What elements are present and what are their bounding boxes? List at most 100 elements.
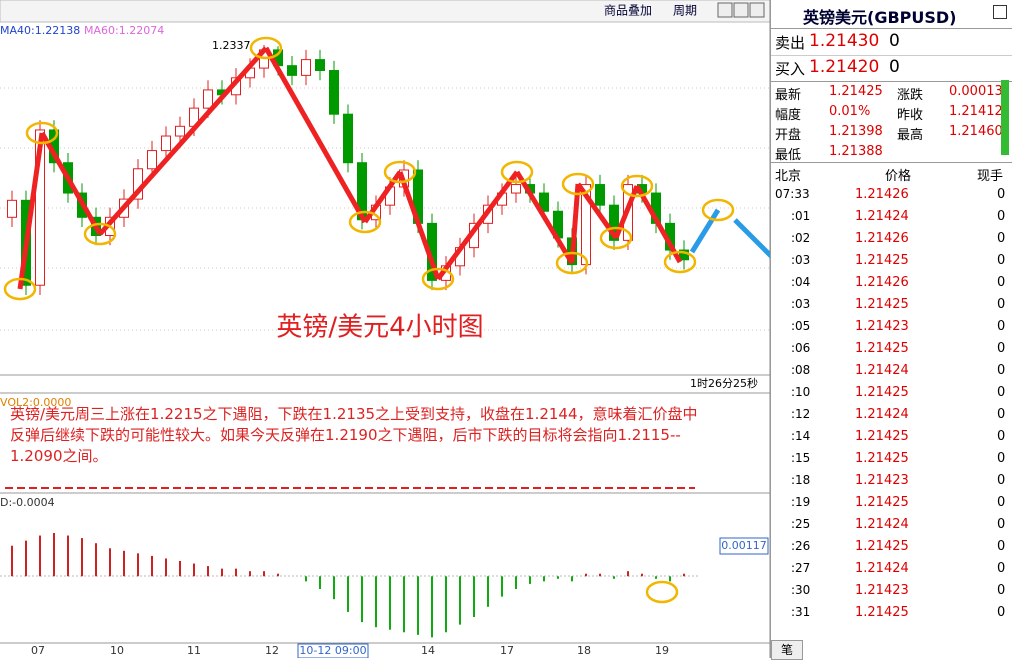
tick-vol: 0 [997, 495, 1006, 510]
buy-label: 买入 [775, 60, 806, 78]
tick-price: 1.21424 [855, 363, 909, 378]
tick-time: :08 [791, 363, 811, 377]
value-box-text: 0.00117 [721, 539, 767, 552]
nav-button[interactable] [749, 2, 765, 18]
tick-price: 1.21425 [855, 451, 909, 466]
scroll-indicator [1001, 80, 1009, 155]
ma60-label: MA60:1.22074 [84, 24, 164, 37]
stat-value: 1.21412 [949, 104, 1003, 119]
tick-time: :25 [791, 517, 811, 531]
tick-price: 1.21424 [855, 517, 909, 532]
sell-price: 1.21430 [809, 31, 880, 51]
tick-price: 1.21424 [855, 407, 909, 422]
tick-vol: 0 [997, 363, 1006, 378]
tick-vol: 0 [997, 253, 1006, 268]
tick-price: 1.21423 [855, 583, 909, 598]
candle-body [301, 59, 311, 76]
tick-price: 1.21424 [855, 209, 909, 224]
candle-body [539, 192, 549, 212]
trend-arrow [435, 170, 520, 281]
highlight-circle [555, 251, 589, 275]
stat-value: 1.21398 [829, 124, 883, 139]
tick-price: 1.21426 [855, 275, 909, 290]
highlight-circle [3, 277, 37, 301]
tick-time: :05 [791, 319, 811, 333]
stat-value: 1.21460 [949, 124, 1003, 139]
stat-label: 幅度 [775, 108, 802, 123]
candle-body [35, 129, 45, 286]
x-tick-label: 10 [110, 644, 124, 657]
x-tick-label: 17 [500, 644, 514, 657]
highlight-circle [663, 250, 697, 274]
tick-vol: 0 [997, 187, 1006, 202]
nav-button[interactable] [733, 2, 749, 18]
x-tick-label: 07 [31, 644, 45, 657]
tick-vol: 0 [997, 561, 1006, 576]
highlight-circle [500, 160, 534, 184]
tick-price: 1.21425 [855, 385, 909, 400]
tick-vol: 0 [997, 385, 1006, 400]
candle-body [175, 125, 185, 137]
candle-body [147, 150, 157, 170]
trend-arrow [39, 131, 103, 236]
tick-time: :18 [791, 473, 811, 487]
window-button[interactable] [993, 5, 1007, 19]
tick-time: :31 [791, 605, 811, 619]
tick-vol: 0 [997, 473, 1006, 488]
tick-time: :27 [791, 561, 811, 575]
tick-time: :10 [791, 385, 811, 399]
stat-value: 0.00013 [949, 84, 1003, 99]
quote-panel: 英镑美元(GBPUSD) 卖出 1.21430 0 买入 1.21420 0 最… [770, 0, 1012, 660]
stat-value: 1.21425 [829, 84, 883, 99]
tick-time: :04 [791, 275, 811, 289]
tick-time: :19 [791, 495, 811, 509]
tick-vol: 0 [997, 341, 1006, 356]
highlight-circle [620, 174, 654, 198]
tick-time: :15 [791, 451, 811, 465]
tick-price: 1.21425 [855, 341, 909, 356]
nav-button[interactable] [717, 2, 733, 18]
trend-arrow [98, 46, 268, 236]
stat-label: 最低 [775, 148, 802, 163]
sell-vol: 0 [889, 31, 900, 51]
candle-body [287, 65, 297, 76]
ticks-header: 价格 [885, 169, 912, 184]
stat-value: 0.01% [829, 104, 871, 119]
highlight-circle [645, 580, 679, 604]
tick-price: 1.21425 [855, 253, 909, 268]
candle-body [595, 184, 605, 206]
tick-price: 1.21425 [855, 297, 909, 312]
highlight-circle [25, 121, 59, 145]
tick-vol: 0 [997, 539, 1006, 554]
commentary: 英镑/美元周三上涨在1.2215之下遇阻，下跌在1.2135之上受到支持，收盘在… [10, 404, 698, 467]
tick-price: 1.21425 [855, 429, 909, 444]
tick-vol: 0 [997, 275, 1006, 290]
peak-label: 1.2337 [212, 39, 251, 52]
buy-vol: 0 [889, 57, 900, 77]
tick-vol: 0 [997, 319, 1006, 334]
tick-price: 1.21423 [855, 473, 909, 488]
period-button[interactable]: 周期 [673, 4, 697, 18]
stat-value: 1.21388 [829, 144, 883, 159]
stat-label: 最高 [897, 128, 924, 143]
tab[interactable]: 笔 [771, 640, 803, 660]
tick-time: :12 [791, 407, 811, 421]
stat-label: 涨跌 [897, 88, 924, 103]
trend-arrow [634, 184, 683, 264]
tick-time: :14 [791, 429, 811, 443]
tick-vol: 0 [997, 209, 1006, 224]
chart-title: 英镑/美元4小时图 [276, 313, 483, 343]
annotations [3, 36, 817, 604]
candle-body [329, 70, 339, 115]
candle-body [7, 199, 17, 218]
tick-price: 1.21426 [855, 231, 909, 246]
trend-arrow [263, 46, 368, 224]
tick-vol: 0 [997, 429, 1006, 444]
tick-time: :02 [791, 231, 811, 245]
trend-arrow [569, 183, 581, 264]
trend-arrow [514, 170, 575, 265]
tick-price: 1.21426 [855, 187, 909, 202]
overlay-button[interactable]: 商品叠加 [604, 3, 652, 18]
